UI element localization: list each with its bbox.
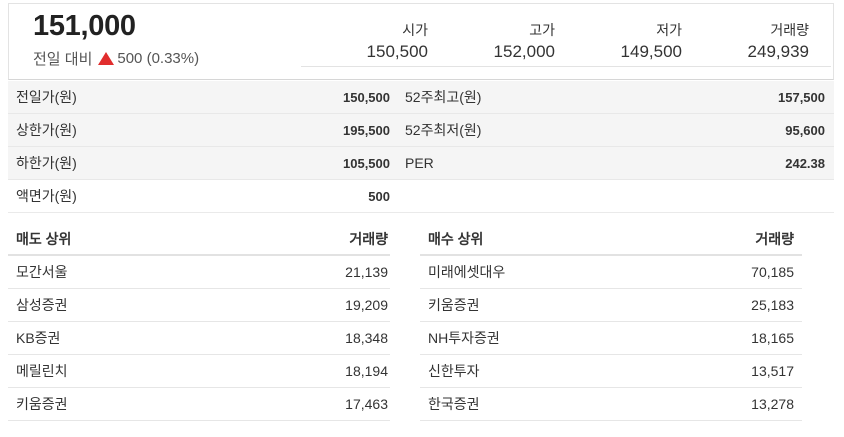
- current-price: 151,000: [33, 10, 136, 42]
- table-row: NH투자증권 18,165: [420, 322, 802, 355]
- header-volume: 거래량: [755, 231, 794, 247]
- info-value: 105,500: [343, 156, 390, 171]
- info-label: 전일가(원): [16, 89, 77, 105]
- info-row: 상한가(원) 195,500 52주최저(원) 95,600: [8, 114, 834, 147]
- stat-label: 거래량: [770, 22, 809, 38]
- stat-value: 149,500: [620, 42, 682, 61]
- broker-name: 메릴린치: [16, 363, 68, 379]
- broker-volume: 18,348: [345, 330, 388, 346]
- broker-name: 한국증권: [428, 396, 480, 412]
- broker-name: NH투자증권: [428, 330, 500, 346]
- broker-name: 키움증권: [16, 396, 68, 412]
- info-label: 액면가(원): [16, 188, 77, 204]
- info-value: 500: [368, 189, 390, 204]
- header-name: 매도 상위: [16, 231, 72, 247]
- table-row: 미래에셋대우 70,185: [420, 256, 802, 289]
- stat-value: 249,939: [747, 42, 809, 61]
- info-value: 95,600: [785, 123, 825, 138]
- info-row: 전일가(원) 150,500 52주최고(원) 157,500: [8, 81, 834, 114]
- table-row: KB증권 18,348: [8, 322, 390, 355]
- table-row: 키움증권 17,463: [8, 388, 390, 421]
- price-change: 전일 대비 500 (0.33%): [33, 48, 199, 69]
- info-row: 하한가(원) 105,500 PER 242.38: [8, 147, 834, 180]
- broker-name: 신한투자: [428, 363, 480, 379]
- stat-volume: 거래량 249,939: [682, 20, 809, 62]
- info-value: [608, 180, 825, 213]
- broker-volume: 13,517: [751, 363, 794, 379]
- table-row: 모간서울 21,139: [8, 256, 390, 289]
- info-label: 상한가(원): [16, 122, 77, 138]
- stat-label: 시가: [402, 22, 428, 38]
- stat-high: 고가 152,000: [428, 20, 555, 62]
- table-row: 키움증권 25,183: [420, 289, 802, 322]
- broker-volume: 19,209: [345, 297, 388, 313]
- stat-value: 152,000: [493, 42, 555, 61]
- stat-label: 저가: [656, 22, 682, 38]
- info-value: 150,500: [343, 90, 390, 105]
- table-header: 매도 상위 거래량: [8, 223, 390, 256]
- header-volume: 거래량: [349, 231, 388, 247]
- broker-volume: 13,278: [751, 396, 794, 412]
- info-value: 157,500: [778, 90, 825, 105]
- broker-volume: 17,463: [345, 396, 388, 412]
- broker-name: 삼성증권: [16, 297, 68, 313]
- broker-volume: 70,185: [751, 264, 794, 280]
- stat-open: 시가 150,500: [301, 20, 428, 62]
- stat-value: 150,500: [366, 42, 428, 61]
- broker-volume: 18,165: [751, 330, 794, 346]
- triangle-up-icon: [98, 52, 115, 65]
- header-name: 매수 상위: [428, 231, 484, 247]
- stat-label: 고가: [529, 22, 555, 38]
- table-row: 메릴린치 18,194: [8, 355, 390, 388]
- table-row: 신한투자 13,517: [420, 355, 802, 388]
- table-row: 한국증권 13,278: [420, 388, 802, 421]
- stat-low: 저가 149,500: [555, 20, 682, 62]
- price-stats: 시가 150,500 고가 152,000 저가 149,500 거래량 249…: [301, 20, 831, 67]
- broker-name: KB증권: [16, 330, 61, 346]
- info-row: 액면가(원) 500: [8, 180, 834, 213]
- broker-volume: 18,194: [345, 363, 388, 379]
- broker-name: 모간서울: [16, 264, 68, 280]
- change-value: 500 (0.33%): [117, 50, 200, 67]
- broker-name: 키움증권: [428, 297, 480, 313]
- broker-volume: 25,183: [751, 297, 794, 313]
- info-label: 52주최저(원): [405, 122, 482, 138]
- broker-name: 미래에셋대우: [428, 264, 506, 280]
- change-label: 전일 대비: [33, 51, 93, 68]
- table-row: 삼성증권 19,209: [8, 289, 390, 322]
- info-value: 242.38: [785, 156, 825, 171]
- info-label: PER: [405, 155, 434, 171]
- info-value: 195,500: [343, 123, 390, 138]
- quote-summary: 151,000 전일 대비 500 (0.33%) 시가 150,500 고가 …: [8, 3, 834, 80]
- broker-volume: 21,139: [345, 264, 388, 280]
- info-label: 52주최고(원): [405, 89, 482, 105]
- info-label: 하한가(원): [16, 155, 77, 171]
- table-header: 매수 상위 거래량: [420, 223, 802, 256]
